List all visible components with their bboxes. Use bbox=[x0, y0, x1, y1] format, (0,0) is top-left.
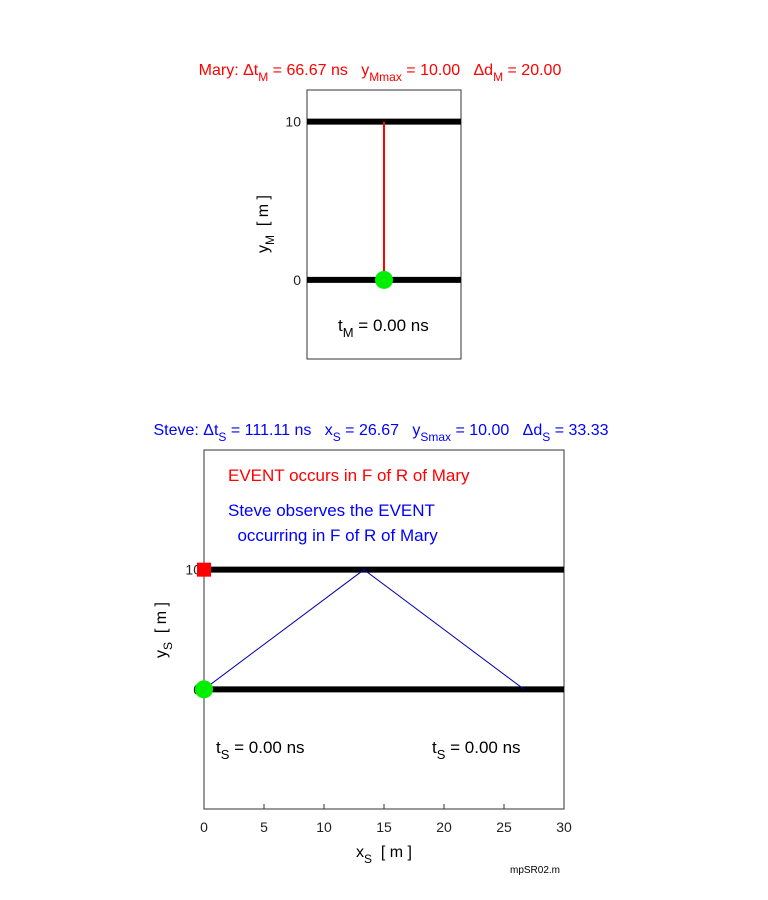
steve-time-label-left: tS = 0.00 ns bbox=[216, 738, 305, 762]
mary-title-part: Mary: bbox=[199, 62, 243, 79]
steve-light-path bbox=[203, 569, 525, 690]
observer-annotation-line2: occurring in F of R of Mary bbox=[228, 526, 438, 545]
steve-xtick-label: 10 bbox=[316, 819, 332, 835]
mary-title-part: Δt bbox=[243, 62, 259, 79]
mary-title: Mary: ΔtM = 66.67 ns yMmax = 10.00 ΔdM =… bbox=[199, 62, 562, 84]
steve-plot-area bbox=[203, 449, 565, 810]
steve-xtick-label: 20 bbox=[436, 819, 452, 835]
steve-title-part: Δt bbox=[203, 422, 219, 439]
mary-title-part: M bbox=[493, 70, 503, 84]
steve-title-part: S bbox=[333, 430, 341, 444]
observer-annotation-line1: Steve observes the EVENT bbox=[228, 501, 435, 520]
steve-xtick-label: 15 bbox=[376, 819, 392, 835]
steve-ylabel-part: y bbox=[153, 650, 170, 658]
steve-xlabel-part: x bbox=[356, 844, 364, 861]
observer-annotation-line1-part: Steve observes the EVENT bbox=[228, 501, 435, 520]
mary-time-label-part: = 0.00 ns bbox=[354, 316, 429, 335]
event-marker bbox=[197, 562, 211, 577]
event-annotation: EVENT occurs in F of R of Mary bbox=[228, 466, 470, 485]
mary-position-marker bbox=[375, 270, 393, 289]
mary-ytick-label: 0 bbox=[293, 272, 301, 288]
steve-title-part: S bbox=[542, 430, 550, 444]
mary-title-part: = 10.00 Δd bbox=[402, 62, 493, 79]
observer-annotation-line2-part: occurring in F of R of Mary bbox=[228, 526, 438, 545]
steve-xtick-label: 30 bbox=[556, 819, 572, 835]
mary-title-part: = 66.67 ns y bbox=[268, 62, 369, 79]
mary-title-part: = 20.00 bbox=[503, 62, 561, 79]
mary-ylabel-part: y bbox=[255, 245, 272, 253]
mary-time-label-part: M bbox=[343, 325, 354, 340]
steve-time-label-right: tS = 0.00 ns bbox=[432, 738, 521, 762]
steve-xtick-label: 0 bbox=[200, 819, 208, 835]
mary-ylabel-part: [ m ] bbox=[255, 195, 272, 235]
steve-time-label-right-part: = 0.00 ns bbox=[445, 738, 520, 757]
steve-time-label-left-part: t bbox=[216, 738, 221, 757]
steve-ylabel-part: [ m ] bbox=[153, 602, 170, 642]
mary-title-part: M bbox=[258, 70, 268, 84]
steve-title: Steve: ΔtS = 111.11 ns xS = 26.67 ySmax … bbox=[153, 422, 608, 444]
steve-xtick-label: 5 bbox=[260, 819, 268, 835]
steve-ylabel: yS [ m ] bbox=[153, 602, 175, 658]
steve-time-label-right-part: S bbox=[437, 747, 446, 762]
steve-xlabel-part: [ m ] bbox=[372, 844, 412, 861]
steve-time-label-left-part: = 0.00 ns bbox=[229, 738, 304, 757]
steve-ylabel-part: S bbox=[161, 642, 175, 650]
steve-title-part: Smax bbox=[420, 430, 451, 444]
mary-time-label: tM = 0.00 ns bbox=[338, 316, 429, 340]
mary-ylabel-part: M bbox=[263, 235, 277, 245]
event-annotation-part: EVENT occurs in F of R of Mary bbox=[228, 466, 470, 485]
steve-xlabel: xS [ m ] bbox=[356, 844, 412, 866]
steve-time-label-left-part: S bbox=[221, 747, 230, 762]
steve-position-marker bbox=[195, 680, 213, 699]
steve-title-part: = 111.11 ns x bbox=[226, 422, 332, 439]
mary-ytick-label: 10 bbox=[285, 114, 301, 130]
mary-ylabel: yM [ m ] bbox=[255, 195, 277, 253]
steve-time-label-right-part: t bbox=[432, 738, 437, 757]
mary-time-label-part: t bbox=[338, 316, 343, 335]
steve-xlabel-part: S bbox=[364, 852, 372, 866]
mary-title-part: Mmax bbox=[369, 70, 402, 84]
steve-title-part: S bbox=[218, 430, 226, 444]
steve-title-part: = 10.00 Δd bbox=[451, 422, 542, 439]
steve-xtick-label: 25 bbox=[496, 819, 512, 835]
steve-title-part: = 26.67 y bbox=[341, 422, 421, 439]
footer-label: mpSR02.m bbox=[510, 865, 560, 876]
steve-title-part: Steve: bbox=[153, 422, 203, 439]
steve-title-part: = 33.33 bbox=[550, 422, 608, 439]
